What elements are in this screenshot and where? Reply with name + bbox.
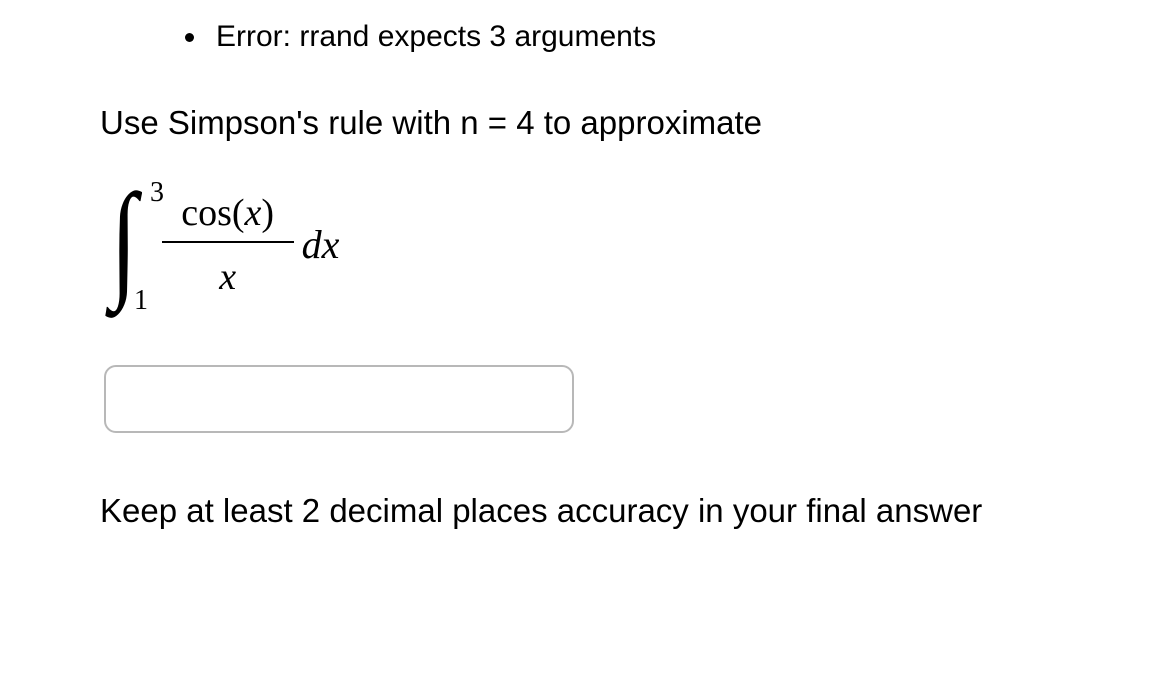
instruction-text: Use Simpson's rule with n = 4 to approxi… [100,102,1069,145]
question-container: Error: rrand expects 3 arguments Use Sim… [0,0,1169,553]
upper-limit: 3 [150,177,164,209]
differential: dx [302,221,340,268]
error-item: Error: rrand expects 3 arguments [185,20,1069,54]
lower-limit: 1 [134,285,148,317]
paren-close: ) [261,192,274,234]
func-arg: x [245,192,262,234]
followup-text: Keep at least 2 decimal places accuracy … [100,489,1069,534]
answer-input[interactable] [104,365,574,433]
fraction-numerator: cos(x) [177,191,278,241]
integrand-fraction: cos(x) x [162,191,294,299]
integral-symbol-icon: ∫ [110,185,137,296]
integral-expression: ∫ 3 1 cos(x) x dx [106,185,1069,305]
paren-open: ( [232,192,245,234]
func-name: cos [181,192,232,234]
fraction-denominator: x [215,243,240,299]
bullet-icon [185,33,194,42]
error-text: Error: rrand expects 3 arguments [216,20,656,54]
integral-sign: ∫ 3 1 [106,185,142,305]
